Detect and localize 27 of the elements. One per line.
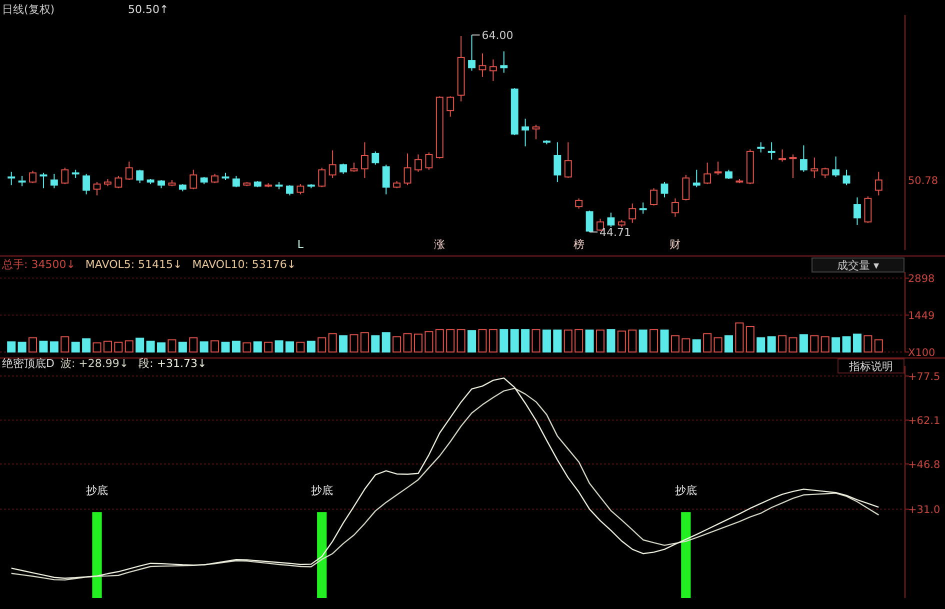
chart-title: 日线(复权) <box>2 3 55 16</box>
y-tick-label: X100 <box>908 347 936 359</box>
y-tick-label: +77.5 <box>908 371 940 384</box>
y-tick-label: 2898 <box>908 273 935 286</box>
text: 波: +28.99↓ <box>60 357 129 370</box>
annotation: 抄底 <box>310 484 333 498</box>
annotation: 抄底 <box>674 484 697 498</box>
y-tick-label: +46.8 <box>908 458 940 471</box>
text: 50.78 <box>908 175 938 187</box>
text: MAVOL5: 51415↓ <box>85 258 182 271</box>
text: 段: +31.73↓ <box>138 357 207 370</box>
annotation: 指标说明 <box>848 360 893 373</box>
text: 财 <box>670 238 681 251</box>
y-tick-label: +31.0 <box>908 504 940 516</box>
annotation: 64.00 <box>482 29 514 42</box>
text: 涨 <box>434 238 446 251</box>
y-tick-label: 1449 <box>908 310 935 322</box>
text: 榜 <box>573 238 584 251</box>
annotation: 44.71 <box>600 226 632 239</box>
annotation: 抄底 <box>86 484 108 498</box>
chart-title: 绝密顶底D <box>2 357 54 370</box>
y-tick-label: +62.1 <box>908 415 940 428</box>
text: 成交量 ▾ <box>836 259 880 272</box>
text: L <box>297 238 304 251</box>
text: MAVOL10: 53176↓ <box>192 258 296 271</box>
chart-subtitle: 50.50↑ <box>128 3 169 16</box>
chart-title: 总手: 34500↓ <box>1 258 76 271</box>
